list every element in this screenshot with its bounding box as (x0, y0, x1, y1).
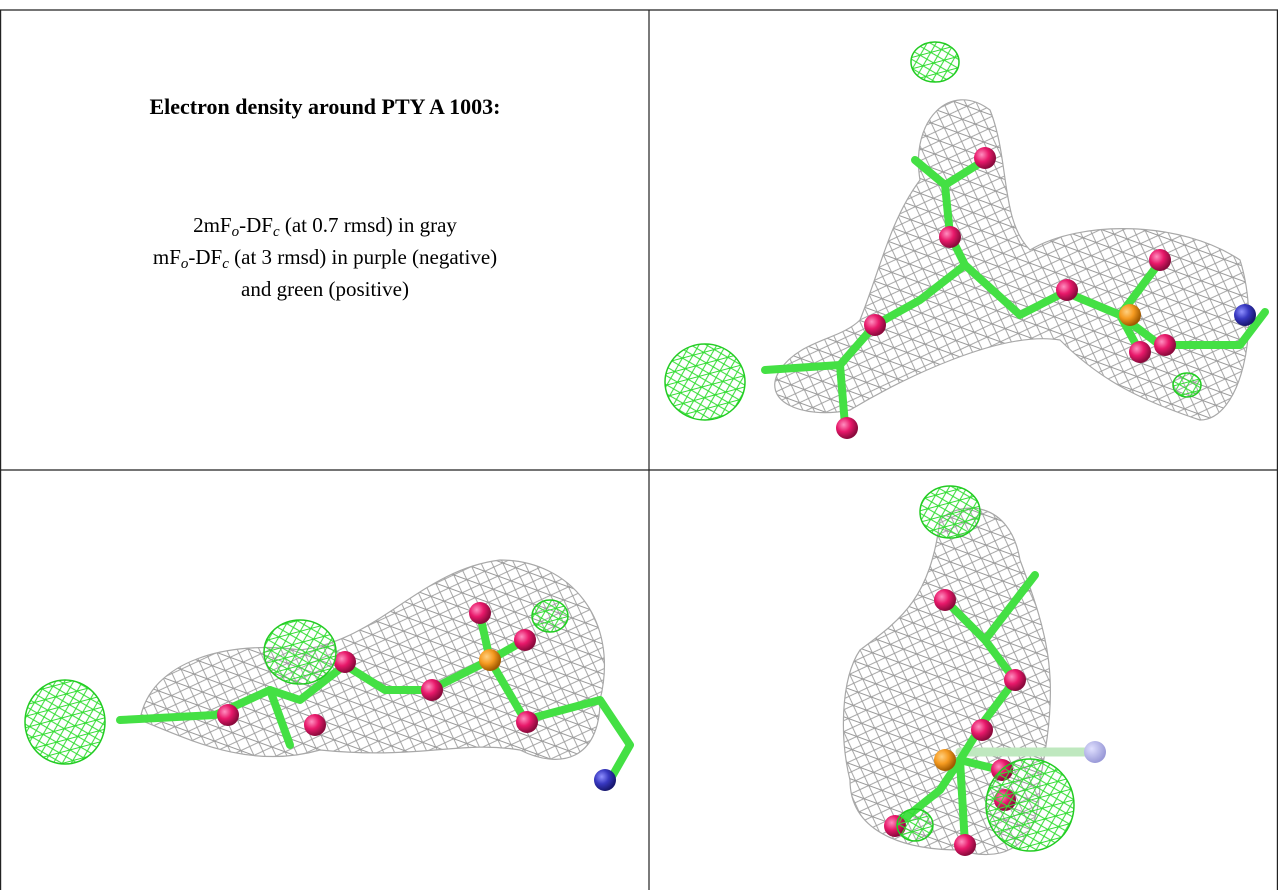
legend-text: -DF (239, 213, 273, 237)
legend: 2mFo-DFc (at 0.7 rmsd) in gray mFo-DFc (a… (153, 213, 497, 301)
atom (939, 226, 961, 248)
page: Electron density around PTY A 1003: 2mFo… (0, 0, 1278, 890)
density-mesh-green (897, 809, 933, 841)
density-mesh-green (986, 759, 1074, 851)
atom (1084, 741, 1106, 763)
atom (479, 649, 501, 671)
density-mesh-green (1173, 373, 1201, 397)
legend-line: 2mFo-DFc (at 0.7 rmsd) in gray (193, 213, 457, 240)
atom (971, 719, 993, 741)
atom (1004, 669, 1026, 691)
atom (864, 314, 886, 336)
legend-line: and green (positive) (241, 277, 409, 301)
atom (836, 417, 858, 439)
atom (217, 704, 239, 726)
atom (954, 834, 976, 856)
density-renderings (25, 42, 1265, 856)
legend-text: and green (positive) (241, 277, 409, 301)
density-mesh-green (920, 486, 980, 538)
molecule-view (25, 560, 630, 791)
density-mesh-green (264, 620, 336, 684)
atom (934, 749, 956, 771)
atom (516, 711, 538, 733)
atom (421, 679, 443, 701)
legend-text: (at 0.7 rmsd) in gray (280, 213, 458, 237)
density-mesh-green (25, 680, 105, 764)
atom (934, 589, 956, 611)
density-mesh-green (911, 42, 959, 82)
molecule-view (665, 42, 1265, 439)
atom (594, 769, 616, 791)
atom (514, 629, 536, 651)
atom (1056, 279, 1078, 301)
atom (1154, 334, 1176, 356)
legend-text: -DF (188, 245, 222, 269)
atom (974, 147, 996, 169)
molecule-view (843, 486, 1106, 856)
atom (1149, 249, 1171, 271)
legend-line: mFo-DFc (at 3 rmsd) in purple (negative) (153, 245, 497, 272)
atom (1129, 341, 1151, 363)
figure: Electron density around PTY A 1003: 2mFo… (0, 0, 1278, 890)
legend-text: 2mF (193, 213, 232, 237)
bond (840, 365, 845, 425)
atom (1234, 304, 1256, 326)
atom (1119, 304, 1141, 326)
panel-title: Electron density around PTY A 1003: (149, 94, 500, 119)
density-mesh-green (665, 344, 745, 420)
atom (334, 651, 356, 673)
bond (960, 760, 965, 845)
density-mesh-gray (775, 100, 1249, 420)
density-mesh-green (532, 600, 568, 632)
legend-text: mF (153, 245, 181, 269)
atom (304, 714, 326, 736)
atom (469, 602, 491, 624)
legend-text: (at 3 rmsd) in purple (negative) (229, 245, 497, 269)
